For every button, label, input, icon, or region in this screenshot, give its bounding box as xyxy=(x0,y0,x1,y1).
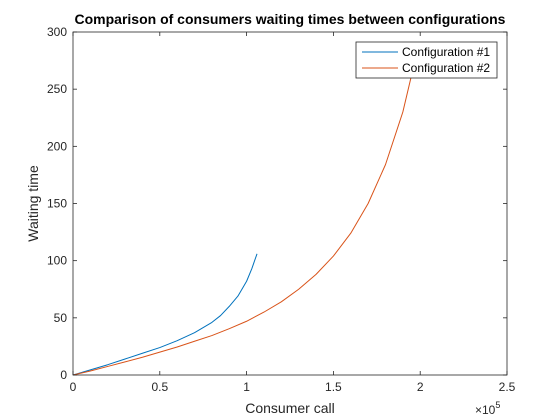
chart-title: Comparison of consumers waiting times be… xyxy=(75,11,506,27)
series-line-configuration-2 xyxy=(73,60,416,375)
legend-entry-configuration-1: Configuration #1 xyxy=(402,45,490,59)
y-tick-label: 200 xyxy=(47,139,67,153)
y-axis-label: Waiting time xyxy=(25,165,41,242)
x-tick-label: 2.5 xyxy=(499,380,516,394)
x-axis-multiplier: ×105 xyxy=(475,400,500,417)
legend[interactable]: Configuration #1 Configuration #2 xyxy=(355,41,498,79)
y-tick-label: 150 xyxy=(47,197,67,211)
x-tick-label: 1 xyxy=(243,380,250,394)
plot-area xyxy=(73,32,507,375)
x-tick-label: 1.5 xyxy=(325,380,342,394)
y-tick-label: 50 xyxy=(54,311,68,325)
x-tick-label: 2 xyxy=(417,380,424,394)
y-tick-label: 300 xyxy=(47,25,67,39)
y-tick-label: 250 xyxy=(47,82,67,96)
y-axis-ticks: 0 50 100 150 200 250 300 xyxy=(47,25,507,382)
series-line-configuration-1 xyxy=(73,253,258,375)
x-multiplier-base: ×10 xyxy=(475,403,496,417)
legend-box xyxy=(355,41,498,79)
x-multiplier-exponent: 5 xyxy=(495,400,500,410)
x-axis-ticks: 0 0.5 1 1.5 2 2.5 xyxy=(70,32,516,394)
legend-entry-configuration-2: Configuration #2 xyxy=(402,61,490,75)
x-axis-label: Consumer call xyxy=(245,400,334,416)
series-layer xyxy=(73,60,416,375)
x-tick-label: 0 xyxy=(70,380,77,394)
y-tick-label: 100 xyxy=(47,254,67,268)
x-tick-label: 0.5 xyxy=(151,380,168,394)
y-tick-label: 0 xyxy=(60,368,67,382)
